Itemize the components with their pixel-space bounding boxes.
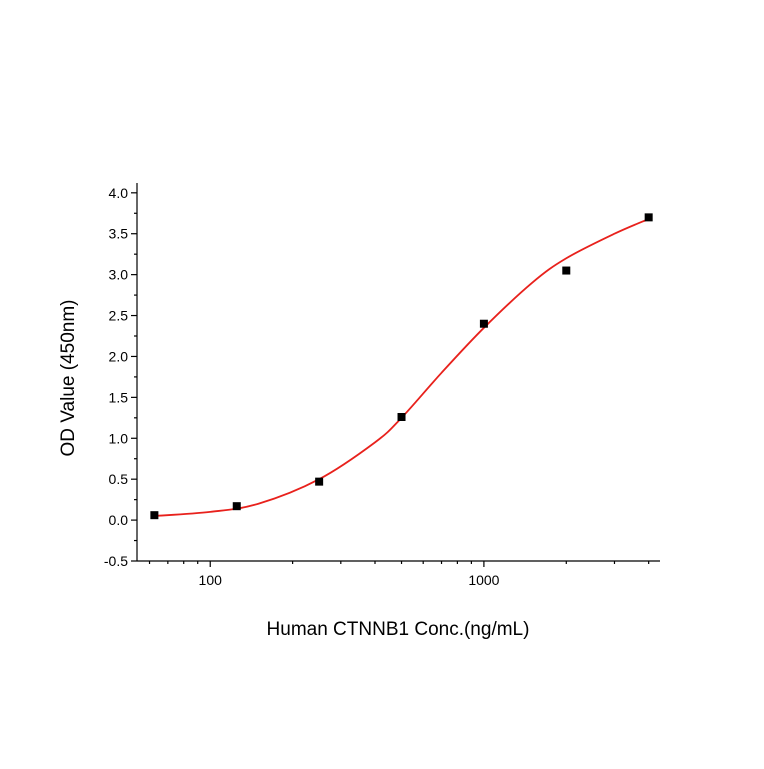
x-tick-label: 1000 [468, 572, 499, 588]
y-tick-label: 4.0 [109, 185, 129, 201]
data-point [150, 511, 159, 520]
data-point [644, 213, 653, 222]
data-point [562, 266, 571, 275]
data-point [315, 477, 324, 486]
y-tick-label: 2.0 [109, 348, 129, 364]
y-tick-label: 3.5 [109, 226, 129, 242]
y-axis-label: OD Value (450nm) [58, 300, 79, 457]
data-point [397, 413, 406, 421]
y-tick-label: 2.5 [109, 308, 129, 324]
y-tick-label: 1.0 [109, 430, 129, 446]
x-axis-label: Human CTNNB1 Conc.(ng/mL) [267, 619, 530, 640]
x-tick-label: 100 [199, 572, 223, 588]
y-tick-label: 0.0 [109, 512, 129, 528]
y-tick-label: 1.5 [109, 389, 129, 405]
y-tick-label: 3.0 [109, 267, 129, 283]
data-point [232, 502, 241, 511]
fit-curve [154, 218, 650, 517]
y-tick-label: 0.5 [109, 471, 129, 487]
data-point [479, 319, 488, 328]
y-tick-label: -0.5 [104, 553, 128, 569]
